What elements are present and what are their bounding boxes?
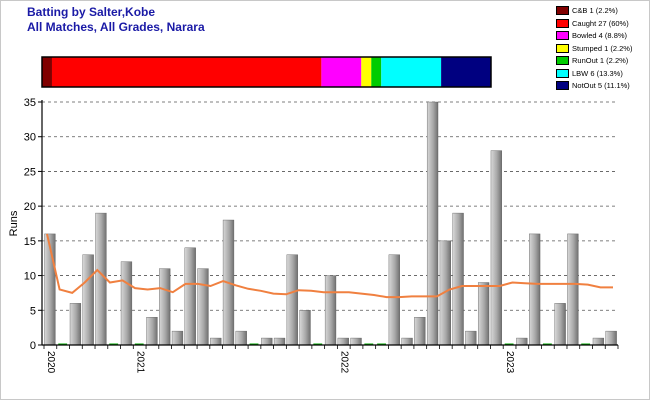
bar	[82, 254, 94, 346]
bar	[337, 337, 349, 346]
bar	[592, 337, 605, 346]
legend-label-runout: RunOut 1 (2.2%)	[572, 56, 629, 65]
bar	[210, 337, 222, 346]
bar-zero	[364, 343, 374, 345]
dismissal-segment-5	[381, 57, 442, 87]
bar-zero	[542, 343, 552, 345]
legend-swatch-lbw	[556, 68, 569, 78]
bar-zero	[313, 343, 323, 345]
chart-title: Batting by Salter,Kobe	[27, 5, 156, 19]
x-tick-label: 2020	[45, 351, 56, 374]
bar-zero	[58, 343, 68, 345]
bar	[95, 212, 107, 346]
bar	[299, 310, 311, 346]
y-axis-label: Runs	[8, 210, 20, 236]
dismissal-segment-0	[42, 57, 52, 87]
bar	[401, 337, 413, 346]
bar	[414, 317, 426, 346]
chart-subtitle: All Matches, All Grades, Narara	[27, 20, 205, 34]
y-tick-label: 25	[24, 166, 36, 178]
bar	[324, 275, 337, 346]
dismissal-bar-outline	[41, 56, 492, 88]
dismissal-segment-1	[51, 57, 322, 87]
legend-label-stumped: Stumped 1 (2.2%)	[572, 43, 633, 53]
bar	[184, 247, 196, 346]
bar	[146, 317, 158, 346]
bar	[452, 212, 464, 346]
bar	[529, 233, 541, 346]
bar	[120, 261, 133, 346]
dismissal-segment-4	[371, 57, 382, 87]
bar-zero	[504, 343, 514, 345]
bar	[490, 150, 502, 346]
y-tick-label: 30	[24, 132, 36, 144]
bar	[477, 282, 490, 346]
y-tick-label: 0	[30, 340, 36, 352]
bar	[197, 268, 209, 346]
legend-swatch-stumped	[556, 43, 569, 53]
bar	[273, 337, 286, 346]
legend-swatch-caught	[556, 18, 569, 28]
bar-zero	[377, 343, 386, 345]
legend-label-cb: C&B 1 (2.2%)	[572, 6, 618, 15]
legend-label-notout: NotOut 5 (11.1%)	[572, 81, 630, 90]
average-line	[46, 233, 613, 299]
legend-swatch-runout	[556, 56, 569, 65]
bar	[465, 330, 477, 346]
bar-zero	[249, 343, 259, 345]
dismissal-segment-6	[441, 57, 491, 87]
bar	[516, 337, 528, 346]
bar	[159, 268, 171, 346]
y-tick-label: 20	[24, 201, 36, 213]
bar-zero	[109, 343, 119, 345]
x-tick-label: 2023	[504, 351, 515, 374]
y-tick-label: 35	[24, 97, 36, 109]
legend-swatch-bowled	[556, 31, 569, 40]
bar	[235, 330, 247, 346]
legend-label-lbw: LBW 6 (13.3%)	[572, 68, 623, 78]
dismissal-segment-3	[361, 57, 372, 87]
bar	[261, 337, 273, 346]
y-tick-label: 10	[24, 271, 36, 283]
dismissal-segment-2	[321, 57, 362, 87]
x-tick-label: 2022	[338, 351, 349, 374]
bar-zero	[134, 343, 144, 345]
bar	[286, 254, 298, 346]
bar	[605, 330, 617, 346]
bar	[388, 254, 400, 346]
x-tick-label: 2021	[134, 351, 145, 374]
bar	[171, 330, 184, 346]
bar	[567, 233, 579, 346]
bar	[350, 337, 362, 346]
legend-swatch-cb	[556, 6, 569, 15]
bar	[426, 101, 439, 346]
bar	[554, 303, 566, 346]
legend-label-bowled: Bowled 4 (8.8%)	[572, 31, 628, 40]
y-tick-label: 15	[24, 236, 36, 248]
y-tick-label: 5	[30, 305, 36, 317]
bar-zero	[581, 343, 591, 345]
bar	[69, 303, 82, 346]
legend-swatch-notout	[556, 81, 569, 90]
legend-label-caught: Caught 27 (60%)	[572, 18, 629, 28]
